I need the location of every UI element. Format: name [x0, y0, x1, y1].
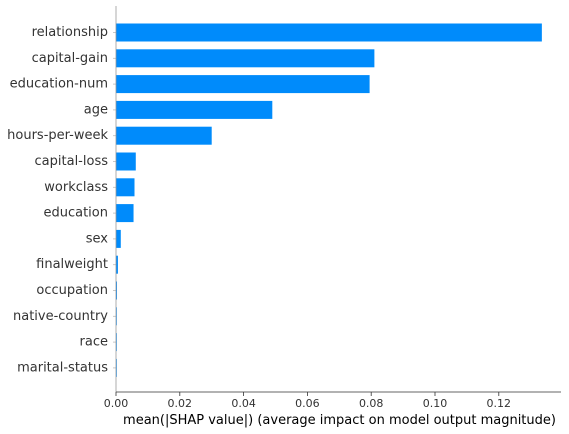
bar-sex — [116, 229, 121, 248]
y-tick-label-marital-status: marital-status — [17, 360, 108, 375]
y-tick-labels: relationship capital-gain education-num age… — [7, 25, 116, 375]
y-tick-label-race: race — [80, 335, 108, 350]
bar-relationship — [116, 23, 542, 42]
bar-age — [116, 100, 273, 119]
y-tick-label-relationship: relationship — [32, 25, 108, 40]
bar-workclass — [116, 178, 135, 197]
x-ticks: 0.00 0.02 0.04 0.06 0.08 0.10 0.12 — [104, 392, 511, 410]
y-tick-label-workclass: workclass — [44, 180, 108, 195]
y-tick-label-hours-per-week: hours-per-week — [7, 128, 108, 143]
bar-finalweight — [116, 255, 118, 274]
x-tick-label: 0.08 — [359, 397, 384, 410]
y-tick-label-education-num: education-num — [10, 77, 108, 92]
y-tick-label-education: education — [43, 206, 108, 221]
x-tick-label: 0.02 — [168, 397, 193, 410]
y-tick-label-native-country: native-country — [13, 309, 108, 324]
y-tick-label-sex: sex — [86, 231, 109, 246]
x-tick-label: 0.10 — [423, 397, 448, 410]
x-tick-label: 0.12 — [487, 397, 512, 410]
x-tick-label: 0.00 — [104, 397, 129, 410]
y-tick-label-capital-loss: capital-loss — [35, 154, 109, 169]
bar-capital-loss — [116, 152, 136, 171]
x-tick-label: 0.06 — [295, 397, 320, 410]
y-tick-label-capital-gain: capital-gain — [32, 51, 108, 66]
bar-education-num — [116, 75, 370, 94]
bars-layer — [116, 23, 542, 377]
bar-occupation — [116, 281, 117, 300]
bar-education — [116, 204, 134, 223]
bar-hours-per-week — [116, 126, 212, 145]
x-tick-label: 0.04 — [231, 397, 256, 410]
y-tick-label-occupation: occupation — [36, 283, 108, 298]
y-tick-label-finalweight: finalweight — [36, 257, 108, 272]
y-tick-label-age: age — [84, 102, 108, 117]
bar-capital-gain — [116, 49, 375, 68]
x-axis-title: mean(|SHAP value|) (average impact on mo… — [123, 413, 556, 428]
